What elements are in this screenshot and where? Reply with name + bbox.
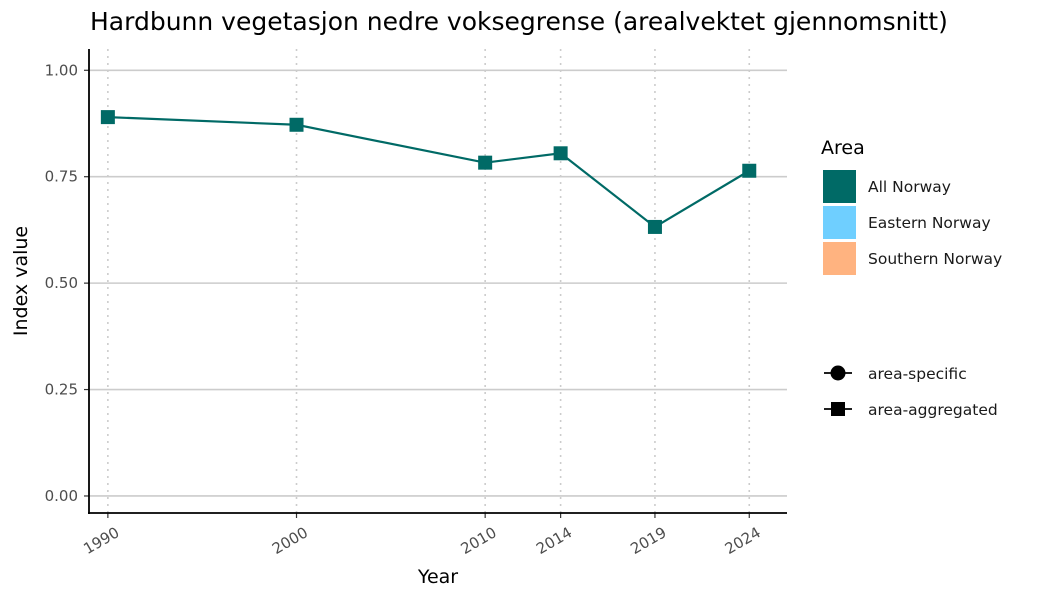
- y-tick-label: 0.00: [45, 487, 78, 505]
- legend-title: Area: [821, 137, 865, 159]
- y-tick-label: 1.00: [45, 61, 78, 79]
- y-tick-label: 0.75: [45, 168, 78, 186]
- series-line: [107, 116, 750, 229]
- data-point-square: [100, 110, 115, 125]
- y-tick-label: 0.25: [45, 381, 78, 399]
- legend-key: [823, 242, 856, 275]
- legend-label: Southern Norway: [868, 250, 1002, 268]
- y-axis-title: Index value: [10, 226, 32, 336]
- grid: [89, 49, 787, 513]
- x-tick-label: 2024: [722, 523, 764, 558]
- legend-label: area-aggregated: [868, 401, 998, 419]
- x-axis-title: Year: [417, 566, 458, 588]
- legend-label: area-specific: [868, 365, 967, 383]
- data-point-square: [647, 219, 662, 234]
- legend-key: [823, 170, 856, 203]
- x-tick-label: 1990: [80, 523, 122, 558]
- axes: [84, 49, 787, 518]
- x-tick-label: 2019: [627, 523, 669, 558]
- y-tick-label: 0.50: [45, 274, 78, 292]
- legend-key: [823, 206, 856, 239]
- data-point-square: [478, 155, 493, 170]
- legend-key-square: [831, 402, 845, 416]
- legend: Area All Norway Eastern Norway Southern Nor…: [821, 137, 1002, 419]
- chart-title: Hardbunn vegetasjon nedre voksegrense (a…: [90, 7, 948, 36]
- tick-labels: 0.00 0.25 0.50 0.75 1.00 1990 2000 2010 2014 2019…: [45, 61, 764, 558]
- legend-label: All Norway: [868, 178, 951, 196]
- data-series: [100, 110, 757, 234]
- data-point-square: [742, 163, 757, 178]
- data-point-square: [289, 117, 304, 132]
- data-point-square: [553, 146, 568, 161]
- legend-key-circle: [830, 365, 846, 381]
- x-tick-label: 2000: [269, 523, 311, 558]
- x-tick-label: 2010: [458, 523, 500, 558]
- legend-label: Eastern Norway: [868, 214, 991, 232]
- x-tick-label: 2014: [533, 523, 575, 558]
